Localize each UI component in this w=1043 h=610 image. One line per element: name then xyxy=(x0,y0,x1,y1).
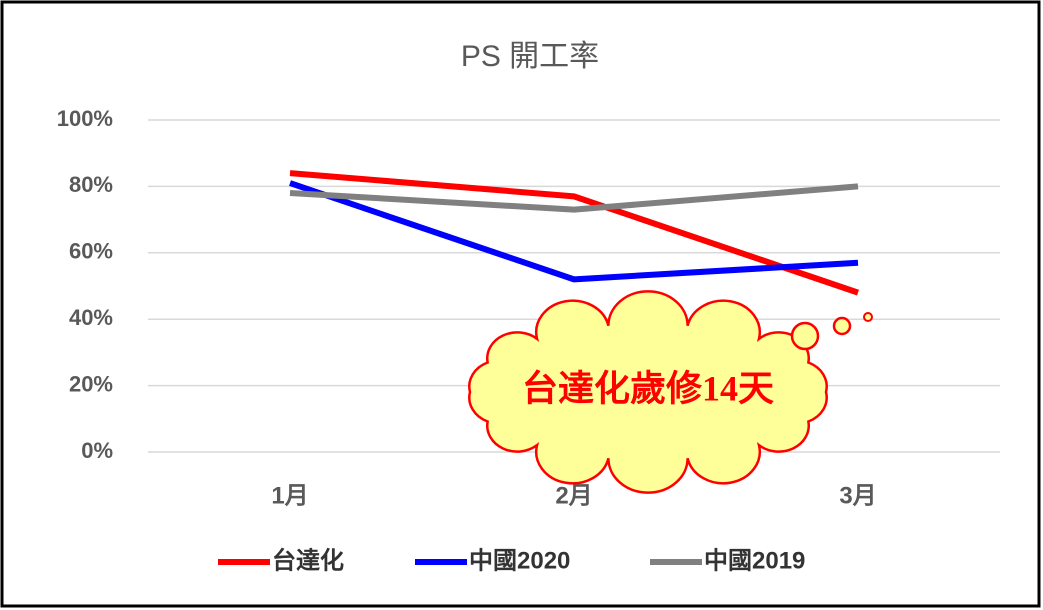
thought-bubble xyxy=(832,316,852,336)
plot xyxy=(289,170,859,296)
y-tick-label: 40% xyxy=(69,305,113,330)
y-tick-label: 60% xyxy=(69,239,113,264)
y-tick-label: 100% xyxy=(57,106,113,131)
y-tick-label: 20% xyxy=(69,371,113,396)
legend-label: 中國2019 xyxy=(704,547,805,574)
legend: 台達化 中國2020 中國2019 xyxy=(218,546,805,574)
thought-bubble xyxy=(790,321,820,351)
series-line xyxy=(289,183,859,213)
series-line xyxy=(289,180,859,283)
series-line xyxy=(289,170,859,296)
cloud-shape xyxy=(468,290,828,494)
chart-title: PS 開工率 xyxy=(461,40,599,73)
callout: 台達化歲修14天 xyxy=(468,290,873,494)
y-tick-label: 0% xyxy=(81,438,113,463)
x-tick-label: 3月 xyxy=(839,482,876,509)
legend-label: 台達化 xyxy=(272,546,344,574)
thought-bubble xyxy=(863,312,873,322)
legend-label: 中國2020 xyxy=(469,547,570,574)
grid: 0% 20% 40% 60% 80% 100% 1月 2月 3月 xyxy=(57,106,1000,509)
y-tick-label: 80% xyxy=(69,172,113,197)
annotation: 台達化歲修14天 xyxy=(522,368,774,408)
x-tick-label: 1月 xyxy=(271,482,308,509)
x-tick-label: 2月 xyxy=(555,482,592,509)
